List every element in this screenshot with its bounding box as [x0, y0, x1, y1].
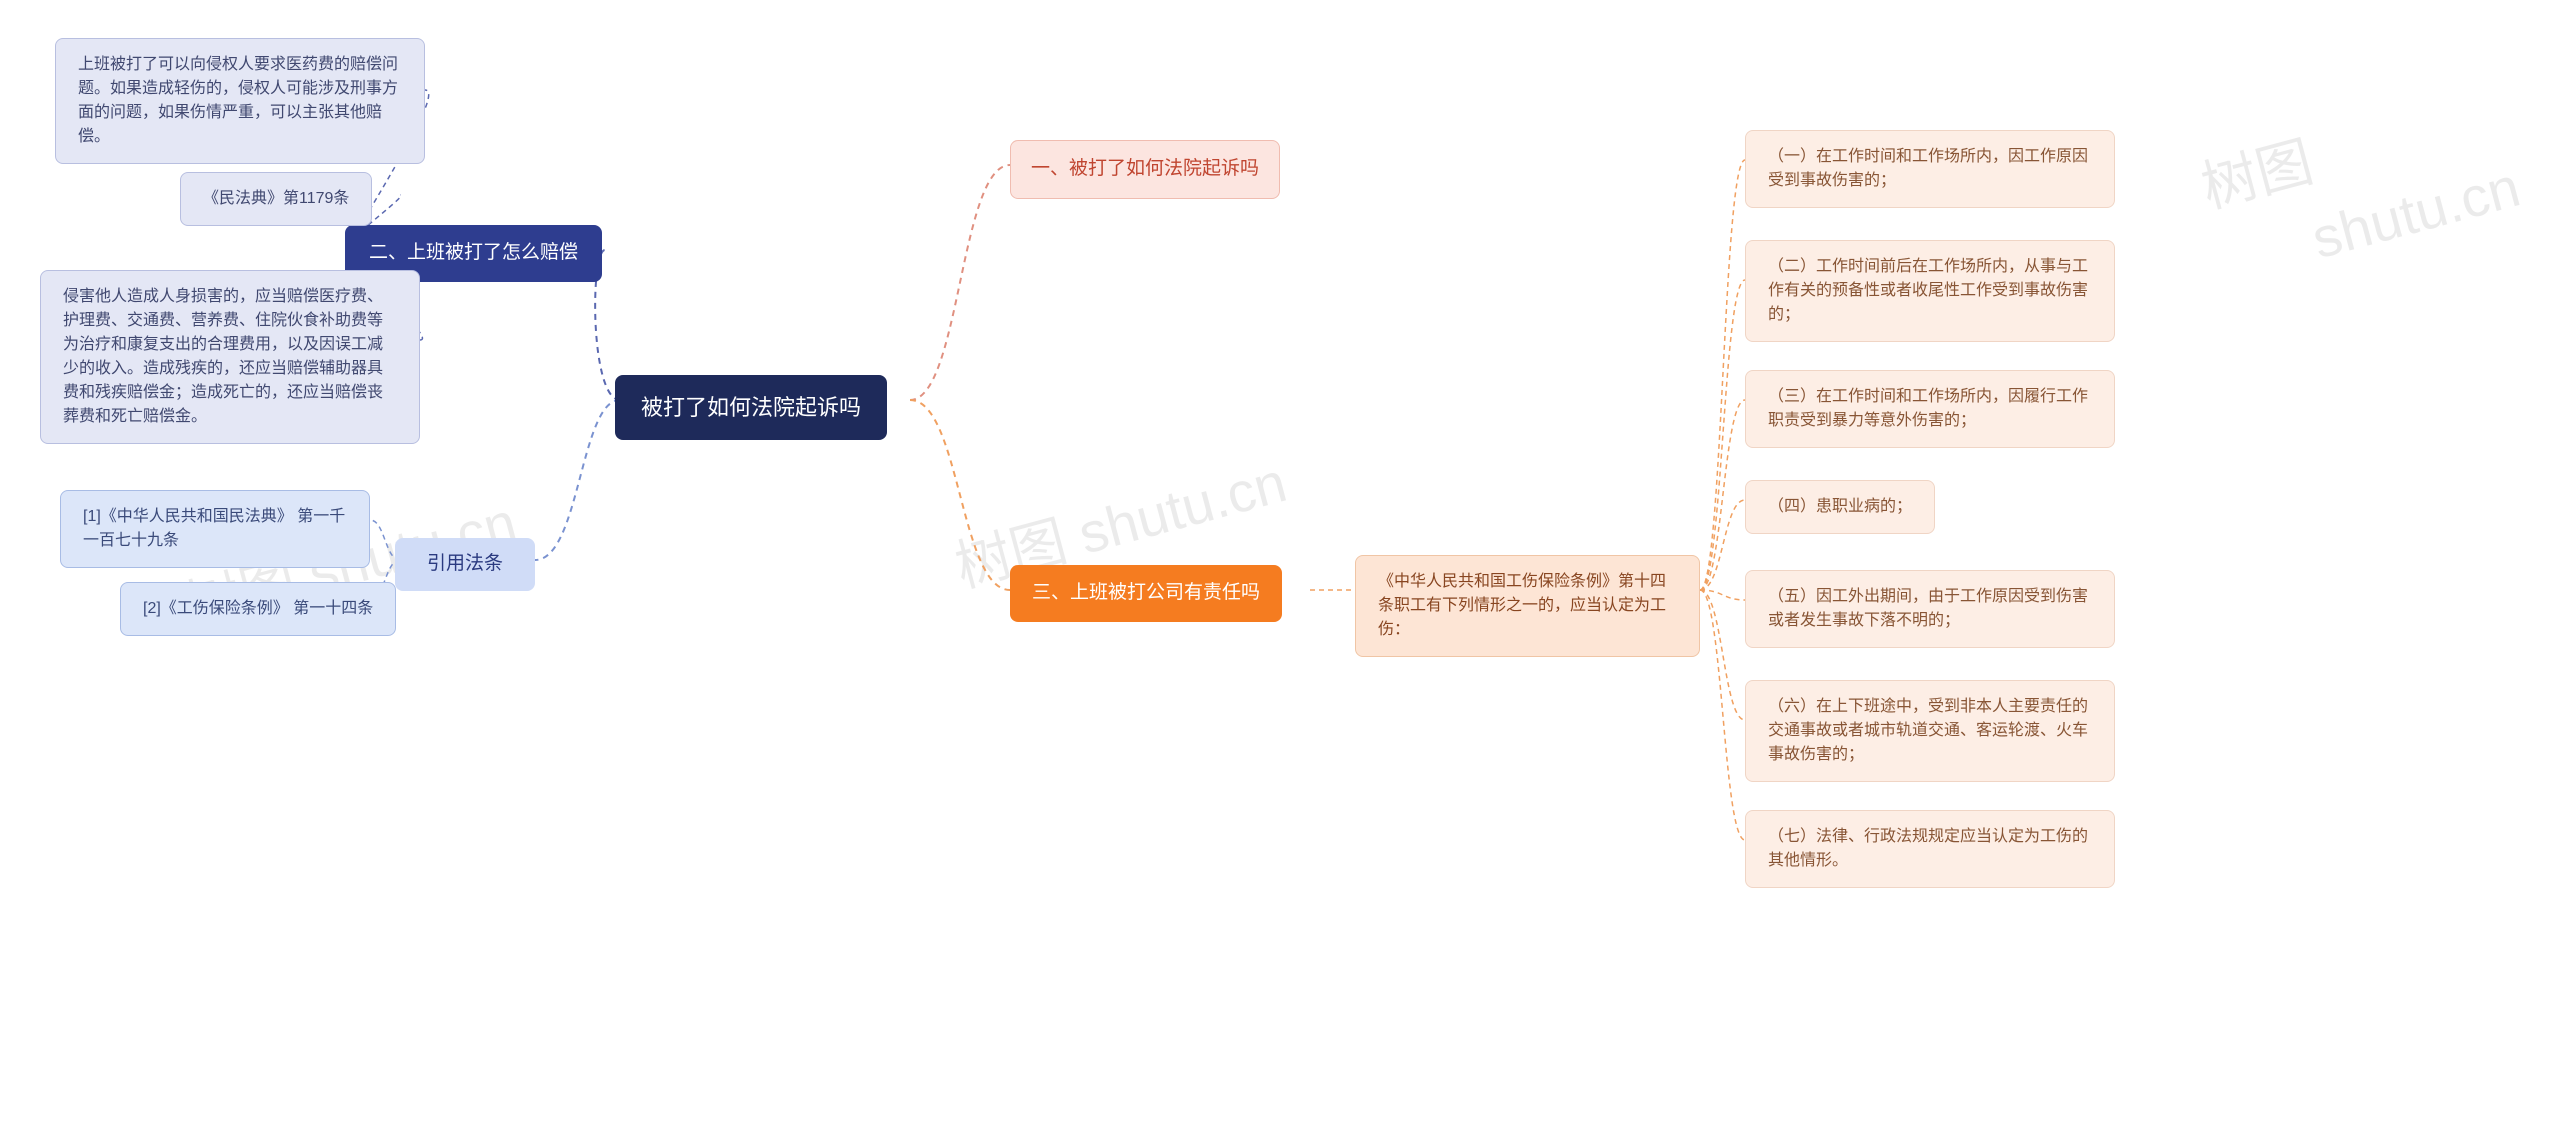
watermark: 树图 — [2191, 117, 2320, 224]
watermark: shutu.cn — [2305, 154, 2526, 272]
section-3-leaf-7[interactable]: （七）法律、行政法规规定应当认定为工伤的其他情形。 — [1745, 810, 2115, 888]
section-3-leaf-2[interactable]: （二）工作时间前后在工作场所内，从事与工作有关的预备性或者收尾性工作受到事故伤害… — [1745, 240, 2115, 342]
center-node[interactable]: 被打了如何法院起诉吗 — [615, 375, 887, 440]
section-3-mid[interactable]: 《中华人民共和国工伤保险条例》第十四条职工有下列情形之一的，应当认定为工伤： — [1355, 555, 1700, 657]
citation-leaf-1[interactable]: [1]《中华人民共和国民法典》 第一千一百七十九条 — [60, 490, 370, 568]
section-3-leaf-1[interactable]: （一）在工作时间和工作场所内，因工作原因受到事故伤害的； — [1745, 130, 2115, 208]
section-2-leaf-2[interactable]: 《民法典》第1179条 — [180, 172, 372, 226]
section-3-node[interactable]: 三、上班被打公司有责任吗 — [1010, 565, 1282, 622]
section-3-leaf-6[interactable]: （六）在上下班途中，受到非本人主要责任的交通事故或者城市轨道交通、客运轮渡、火车… — [1745, 680, 2115, 782]
section-1-node[interactable]: 一、被打了如何法院起诉吗 — [1010, 140, 1280, 199]
citations-node[interactable]: 引用法条 — [395, 538, 535, 591]
section-3-leaf-3[interactable]: （三）在工作时间和工作场所内，因履行工作职责受到暴力等意外伤害的； — [1745, 370, 2115, 448]
section-2-leaf-3[interactable]: 侵害他人造成人身损害的，应当赔偿医疗费、护理费、交通费、营养费、住院伙食补助费等… — [40, 270, 420, 444]
section-3-leaf-4[interactable]: （四）患职业病的； — [1745, 480, 1935, 534]
section-2-leaf-1[interactable]: 上班被打了可以向侵权人要求医药费的赔偿问题。如果造成轻伤的，侵权人可能涉及刑事方… — [55, 38, 425, 164]
section-3-leaf-5[interactable]: （五）因工外出期间，由于工作原因受到伤害或者发生事故下落不明的； — [1745, 570, 2115, 648]
citation-leaf-2[interactable]: [2]《工伤保险条例》 第一十四条 — [120, 582, 396, 636]
